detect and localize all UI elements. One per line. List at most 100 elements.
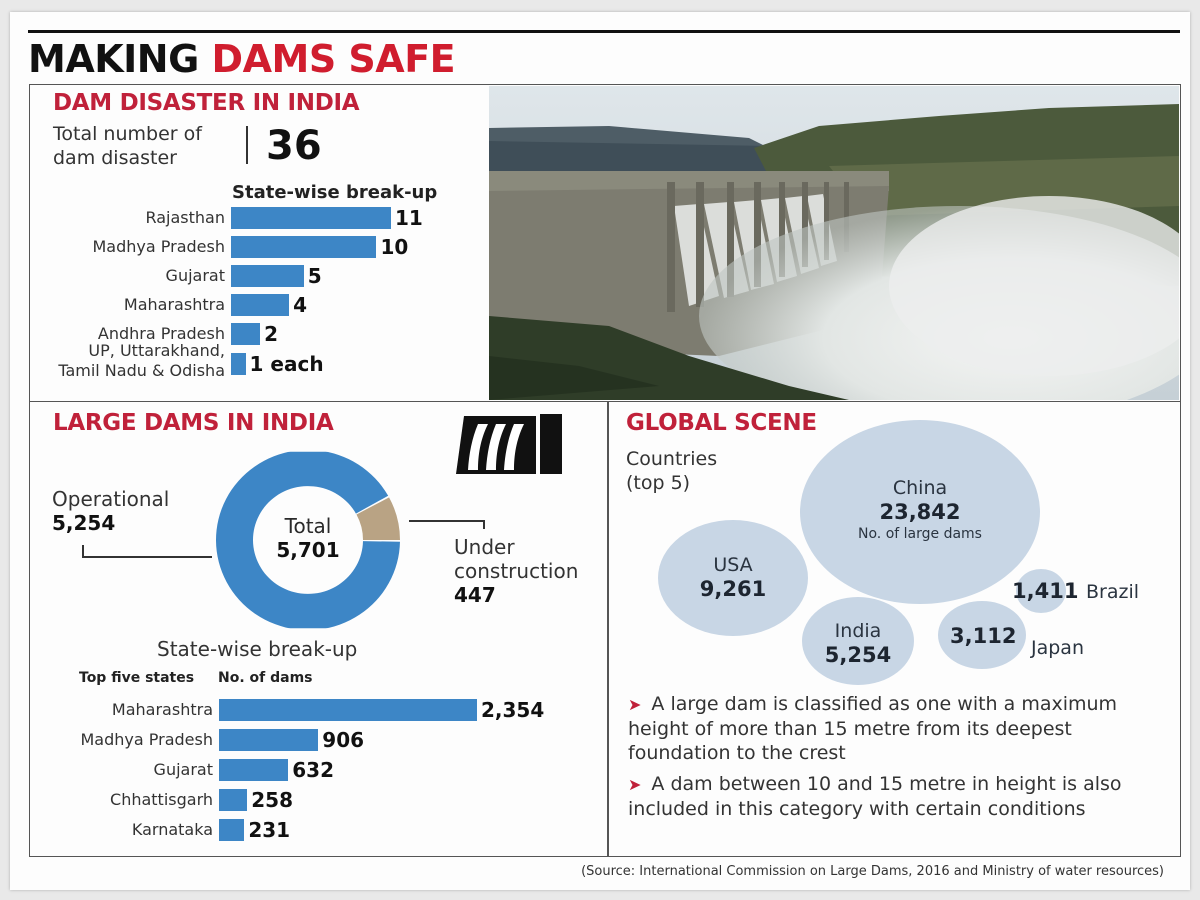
bar-value: 5 [307,264,322,288]
bar [231,265,304,287]
bubble-label-india: India 5,254 [758,619,958,667]
col-header-dams: No. of dams [218,670,313,686]
donut-chart [216,451,400,629]
bottom-section-frame [29,401,1181,857]
main-title: MAKING DAMS SAFE [28,36,456,82]
bar [219,699,477,721]
uc-label-line1: Under [454,535,515,559]
note-1: ➤ A large dam is classified as one with a… [628,692,1168,765]
dam-photo [489,86,1179,400]
large-dams-heading: LARGE DAMS IN INDIA [53,410,334,436]
bubble-value-brazil: 1,411 [1012,579,1079,603]
bubble-country-brazil: Brazil [1086,581,1140,603]
dam-photo-illustration [489,86,1179,400]
bar-value: 258 [251,788,294,812]
total-label-line1: Total number of [53,123,202,145]
bar [231,294,290,316]
operational-legend: Operational 5,254 [52,487,169,535]
disaster-breakup-heading: State-wise break-up [232,182,438,203]
bar [231,353,246,375]
bar-label: UP, Uttarakhand, [88,341,225,360]
donut-center: Total 5,701 [238,514,378,562]
bar-label: Maharashtra [123,295,225,314]
bar [219,819,245,841]
bubble-country: India [834,620,882,642]
bar-value: 11 [395,206,423,230]
bubble-china [800,420,1040,604]
arrow-bullet-icon: ➤ [628,775,642,794]
uc-leader-line [409,520,484,522]
disaster-total-label: Total number of dam disaster [53,122,202,170]
operational-value: 5,254 [52,511,116,535]
title-part2: DAMS SAFE [211,37,456,81]
bar [219,759,289,781]
operational-leader-line [82,545,84,557]
bar [219,729,319,751]
bar-label: Madhya Pradesh [80,730,214,749]
donut-segment-operational [216,451,400,629]
bar [231,323,261,345]
separator [246,126,248,164]
bubble-label-china: China 23,842 No. of large dams [820,476,1020,544]
bubble-value: 9,261 [699,577,767,601]
bubble-usa [658,520,808,636]
bar-label: Madhya Pradesh [92,237,226,256]
bubble-country: USA [713,554,753,576]
bar-label: Chhattisgarh [110,790,213,809]
bar-value: 4 [293,293,308,317]
top-rule [28,30,1180,33]
bar-label: Maharashtra [111,700,213,719]
bubble-caption: No. of large dams [858,526,982,542]
bar-value: 2 [264,322,278,346]
bar-label: Karnataka [131,820,213,839]
arrow-bullet-icon: ➤ [628,695,642,714]
subtitle-line1: Countries [626,448,718,470]
donut-total-label: Total [284,514,332,538]
global-subtitle: Countries (top 5) [626,447,717,495]
bar [219,789,248,811]
disaster-heading: DAM DISASTER IN INDIA [53,90,360,116]
col-header-states: Top five states [79,670,195,686]
bar [231,207,391,229]
donut-segment-under-construction [356,497,400,540]
disaster-total-value: 36 [266,123,322,169]
top-section-frame [29,84,1181,402]
bubble-label-usa: USA 9,261 [633,553,833,601]
bar-value: 10 [380,235,409,259]
bar-label: Gujarat [153,760,213,779]
total-label-line2: dam disaster [53,147,177,169]
bubble-value: 5,254 [824,643,892,667]
bar-label: Gujarat [165,266,225,285]
bubble-country: China [892,477,948,499]
source-caption: (Source: International Commission on Lar… [581,864,1164,879]
note-2: ➤ A dam between 10 and 15 metre in height… [628,772,1168,821]
uc-value: 447 [454,583,496,607]
bar-label: Andhra Pradesh [97,324,225,343]
operational-leader-line-h [82,556,212,558]
bar-label: Tamil Nadu & Odisha [58,361,225,380]
donut-total-value: 5,701 [276,538,340,562]
title-part1: MAKING [28,37,199,81]
bubble-brazil [1016,569,1066,613]
bubble-country-japan: Japan [1031,637,1084,659]
large-dams-breakup-heading: State-wise break-up [157,637,358,661]
bar-value: 906 [322,728,365,752]
bar [231,236,377,258]
global-heading: GLOBAL SCENE [626,410,817,436]
bubble-value-japan: 3,112 [950,624,1017,648]
bubble-value: 23,842 [879,500,961,524]
bubble-india [802,597,914,685]
bar-value: 2,354 [481,698,545,722]
bar-value: 1 each [249,352,324,376]
operational-label: Operational [52,487,170,511]
note-2-text: A dam between 10 and 15 metre in height … [628,773,1122,820]
note-1-text: A large dam is classified as one with a … [628,693,1118,764]
bar-value: 632 [292,758,335,782]
bar-label: Rajasthan [145,208,225,227]
bottom-divider [607,401,609,857]
uc-label-line2: construction [454,559,579,583]
bubble-japan [938,601,1026,669]
dam-spillway-icon [456,410,564,478]
subtitle-line2: (top 5) [626,472,691,494]
uc-leader-line-v [483,520,485,529]
